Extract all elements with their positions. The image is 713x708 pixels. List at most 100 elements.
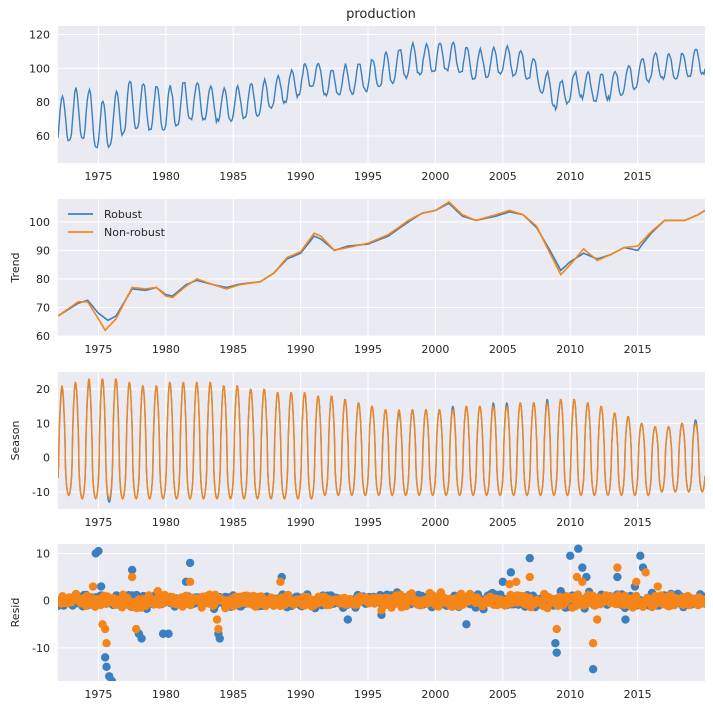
panel-observed: 1975 1980 1985 1990 1995 2000 2005 2010 2015 60 80… xyxy=(29,26,705,183)
season-line-nonrobust xyxy=(58,378,705,500)
y-axis-label-trend: Trend xyxy=(9,252,22,283)
y-tick-label: 0 xyxy=(43,595,50,608)
resid-outlier-robust xyxy=(588,664,598,674)
resid-outlier-robust xyxy=(566,551,575,561)
legend-robust-label: Robust xyxy=(104,208,143,221)
y-tick-label: 100 xyxy=(29,62,50,75)
x-tick-label: 2005 xyxy=(489,516,517,529)
resid-outlier-nonrobust xyxy=(100,624,110,634)
data-layer-season xyxy=(58,378,705,504)
x-tick-label: 2005 xyxy=(489,170,517,183)
resid-outlier-robust xyxy=(96,582,106,591)
resid-outlier-nonrobust xyxy=(552,624,561,634)
resid-outlier-robust xyxy=(164,629,173,638)
resid-outlier-nonrobust xyxy=(641,568,650,577)
resid-outlier-robust xyxy=(506,568,516,577)
resid-outlier-robust xyxy=(343,615,353,624)
y-tick-label: -10 xyxy=(32,642,50,655)
resid-point-nonrobust xyxy=(117,603,127,612)
legend-nonrobust-label: Non-robust xyxy=(104,226,166,239)
figure-title: production xyxy=(346,7,416,22)
resid-outlier-robust xyxy=(525,553,534,563)
resid-outlier-nonrobust xyxy=(377,605,386,615)
y-tick-label: 100 xyxy=(29,216,50,229)
x-tick-label: 1990 xyxy=(287,170,315,183)
resid-outlier-nonrobust xyxy=(102,639,111,648)
x-tick-label: 2000 xyxy=(421,516,449,529)
resid-outlier-robust xyxy=(621,615,630,624)
resid-outlier-nonrobust xyxy=(578,577,587,586)
x-tick-label: 1975 xyxy=(84,170,112,183)
x-tick-label: 1985 xyxy=(219,516,247,529)
panels: 1975 1980 1985 1990 1995 2000 2005 2010 20156080… xyxy=(9,26,705,701)
resid-outlier-nonrobust xyxy=(276,577,285,586)
y-tick-label: 10 xyxy=(36,547,50,560)
resid-outlier-robust xyxy=(94,546,103,556)
x-tick-label: 2015 xyxy=(624,170,652,183)
y-tick-label: 0 xyxy=(43,452,50,465)
trend-line-nonrobust xyxy=(58,200,705,332)
x-tick-label: 1980 xyxy=(152,170,180,183)
resid-outlier-robust xyxy=(215,634,224,643)
resid-outlier-nonrobust xyxy=(88,582,98,591)
resid-outlier-nonrobust xyxy=(185,577,195,586)
x-tick-label: 1985 xyxy=(219,688,247,701)
x-tick-label: 1995 xyxy=(354,516,382,529)
x-tick-label: 2005 xyxy=(489,688,517,701)
x-tick-label: 1975 xyxy=(84,516,112,529)
x-tick-label: 2005 xyxy=(489,343,517,356)
y-tick-label: 10 xyxy=(36,417,50,430)
x-tick-label: 2010 xyxy=(556,516,584,529)
resid-outlier-nonrobust xyxy=(127,572,137,582)
x-tick-label: 1980 xyxy=(152,343,180,356)
y-tick-label: 60 xyxy=(36,130,50,143)
y-tick-label: 90 xyxy=(36,244,50,257)
x-tick-label: 2000 xyxy=(421,343,449,356)
panel-season: 1975 1980 1985 1990 1995 2000 2005 2010 2015-100… xyxy=(9,372,705,529)
x-tick-label: 1995 xyxy=(354,170,382,183)
resid-outlier-nonrobust xyxy=(505,579,514,589)
x-tick-label: 1990 xyxy=(287,688,315,701)
production-series-line xyxy=(58,40,705,149)
y-tick-label: 70 xyxy=(36,301,50,314)
resid-outlier-robust xyxy=(578,563,587,572)
resid-outlier-nonrobust xyxy=(653,582,663,591)
resid-outlier-robust xyxy=(100,653,110,662)
resid-point-nonrobust xyxy=(284,590,293,600)
data-layer-resid xyxy=(58,544,705,681)
x-tick-label: 2000 xyxy=(421,170,449,183)
x-tick-label: 1985 xyxy=(219,170,247,183)
y-axis-label-resid: Resid xyxy=(9,598,22,628)
data-layer-trend xyxy=(58,200,705,332)
x-tick-label: 1980 xyxy=(152,688,180,701)
x-tick-label: 1975 xyxy=(84,343,112,356)
y-tick-label: 60 xyxy=(36,330,50,343)
x-tick-label: 1995 xyxy=(354,688,382,701)
y-tick-label: 80 xyxy=(36,273,50,286)
x-tick-label: 1985 xyxy=(219,343,247,356)
x-tick-label: 1995 xyxy=(354,343,382,356)
y-tick-label: 80 xyxy=(36,96,50,109)
x-tick-label: 2010 xyxy=(556,170,584,183)
resid-outlier-robust xyxy=(552,648,561,657)
x-tick-label: 1975 xyxy=(84,688,112,701)
resid-outlier-nonrobust xyxy=(572,572,582,582)
resid-outlier-nonrobust xyxy=(525,572,534,582)
resid-point-nonrobust xyxy=(700,599,705,608)
resid-outlier-nonrobust xyxy=(153,587,162,596)
y-tick-label: 20 xyxy=(36,383,50,396)
resid-outlier-robust xyxy=(462,620,471,629)
x-tick-label: 2015 xyxy=(624,516,652,529)
y-axis-label-season: Season xyxy=(9,421,22,461)
x-tick-label: 2010 xyxy=(556,688,584,701)
resid-outlier-nonrobust xyxy=(512,577,521,586)
resid-outlier-nonrobust xyxy=(212,615,222,624)
resid-outlier-nonrobust xyxy=(632,577,641,586)
resid-outlier-robust xyxy=(613,572,622,582)
y-tick-label: 120 xyxy=(29,28,50,41)
resid-outlier-robust xyxy=(102,662,111,672)
x-tick-label: 2010 xyxy=(556,343,584,356)
trend-line-robust xyxy=(58,202,705,322)
resid-point-nonrobust xyxy=(407,589,416,598)
